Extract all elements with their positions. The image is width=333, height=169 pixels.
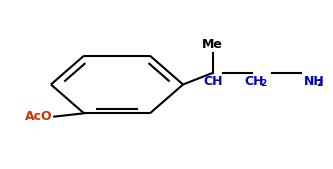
Text: Me: Me (202, 38, 223, 51)
Text: NH: NH (304, 75, 324, 88)
Text: 2: 2 (316, 79, 323, 88)
Text: CH: CH (203, 75, 222, 88)
Text: AcO: AcO (25, 110, 53, 123)
Text: 2: 2 (260, 79, 266, 88)
Text: CH: CH (244, 75, 264, 88)
